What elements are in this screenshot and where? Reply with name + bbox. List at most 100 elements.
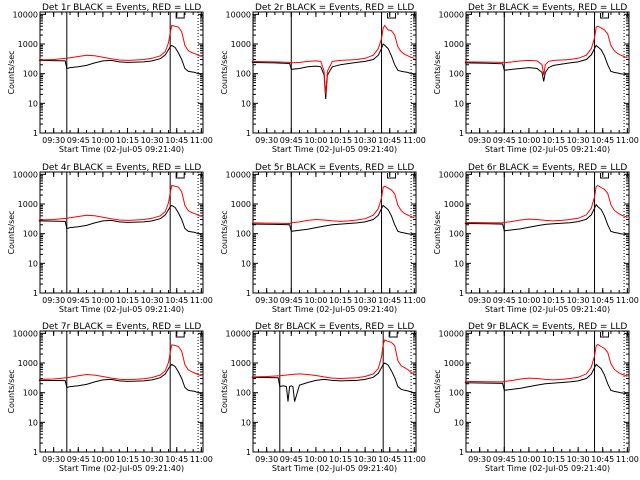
- x-tick-label: 10:30: [354, 136, 377, 145]
- y-tick-label: 1: [246, 448, 251, 457]
- y-tick-label: 1: [246, 129, 251, 138]
- x-axis-label: Start Time (02-Jul-05 09:21:40): [272, 464, 397, 473]
- x-tick-label: 09:45: [493, 296, 516, 305]
- y-tick-label: 10000: [13, 10, 38, 19]
- x-tick-label: 11:00: [190, 136, 213, 145]
- series-lld-line: [38, 344, 202, 381]
- panel-title: Det 1r BLACK = Events, RED = LLD: [42, 3, 201, 13]
- interval-bracket: [175, 13, 185, 19]
- x-tick-label: 10:30: [141, 296, 164, 305]
- x-tick-label: 09:45: [67, 296, 90, 305]
- series-events-line: [38, 363, 202, 394]
- x-tick-label: 10:45: [591, 136, 614, 145]
- plot-frame: [39, 171, 204, 294]
- panel-title: Det 3r BLACK = Events, RED = LLD: [468, 3, 627, 13]
- panel-title: Det 6r BLACK = Events, RED = LLD: [468, 163, 627, 173]
- y-tick-label: 1000: [231, 40, 251, 49]
- y-tick-label: 1: [33, 289, 38, 298]
- y-tick-label: 100: [236, 389, 251, 398]
- y-tick-label: 10: [454, 99, 464, 108]
- plot-frame: [252, 11, 417, 134]
- panel-det-5: Det 5r BLACK = Events, RED = LLD 1 10 100 10…: [220, 163, 426, 314]
- y-tick-label: 10: [241, 259, 251, 268]
- x-tick-label: 10:30: [567, 455, 590, 464]
- x-tick-label: 09:45: [280, 455, 303, 464]
- x-tick-label: 10:00: [91, 455, 114, 464]
- y-tick-label: 10000: [13, 329, 38, 338]
- x-axis-label: Start Time (02-Jul-05 09:21:40): [485, 305, 610, 314]
- series-events-line: [464, 363, 628, 395]
- series-events-line: [464, 44, 628, 82]
- interval-bracket: [387, 13, 397, 19]
- panel-title: Det 8r BLACK = Events, RED = LLD: [255, 322, 414, 332]
- x-tick-label: 11:00: [616, 455, 639, 464]
- y-axis-label: Counts/sec: [7, 50, 16, 94]
- x-tick-label: 10:15: [542, 455, 565, 464]
- x-tick-label: 10:15: [116, 136, 139, 145]
- interval-bracket: [175, 173, 185, 179]
- x-axis-label: Start Time (02-Jul-05 09:21:40): [59, 305, 184, 314]
- x-tick-label: 11:00: [190, 455, 213, 464]
- series-lld-line: [464, 184, 628, 224]
- plot-frame: [39, 11, 204, 134]
- series-events-line: [38, 44, 202, 75]
- x-axis-label: Start Time (02-Jul-05 09:21:40): [59, 145, 184, 154]
- y-tick-label: 10000: [226, 170, 251, 179]
- series-events-line: [38, 204, 202, 235]
- y-tick-label: 1000: [444, 200, 464, 209]
- panel-det-3: Det 3r BLACK = Events, RED = LLD 1 10 100 10…: [433, 3, 639, 154]
- series-events-line: [251, 362, 415, 402]
- x-tick-label: 10:45: [165, 296, 188, 305]
- series-events-line: [251, 204, 415, 236]
- panel-det-1: Det 1r BLACK = Events, RED = LLD 1 10 100 10…: [7, 3, 213, 154]
- series-lld-line: [251, 185, 415, 225]
- y-axis-label: Counts/sec: [220, 50, 229, 94]
- plot-frame: [252, 171, 417, 294]
- x-tick-label: 09:30: [468, 455, 491, 464]
- x-tick-label: 10:00: [304, 136, 327, 145]
- panel-det-7: Det 7r BLACK = Events, RED = LLD 1 10 100 10…: [7, 322, 213, 473]
- x-tick-label: 10:45: [165, 136, 188, 145]
- x-tick-label: 10:00: [304, 455, 327, 464]
- plot-frame: [252, 330, 417, 453]
- x-tick-label: 10:00: [517, 455, 540, 464]
- x-tick-label: 10:15: [116, 296, 139, 305]
- y-tick-label: 1000: [444, 359, 464, 368]
- x-tick-label: 09:45: [67, 455, 90, 464]
- x-tick-label: 10:30: [354, 455, 377, 464]
- x-tick-label: 10:00: [304, 296, 327, 305]
- y-tick-label: 1: [459, 448, 464, 457]
- x-tick-label: 09:30: [468, 296, 491, 305]
- y-tick-label: 1000: [18, 40, 38, 49]
- x-axis-label: Start Time (02-Jul-05 09:21:40): [272, 305, 397, 314]
- y-tick-label: 10: [241, 99, 251, 108]
- x-tick-label: 09:30: [42, 455, 65, 464]
- x-tick-label: 10:45: [378, 136, 401, 145]
- x-tick-label: 09:30: [255, 136, 278, 145]
- panel-title: Det 9r BLACK = Events, RED = LLD: [468, 322, 627, 332]
- y-tick-label: 1000: [231, 200, 251, 209]
- x-tick-label: 10:15: [542, 296, 565, 305]
- x-tick-label: 10:45: [378, 296, 401, 305]
- x-tick-label: 10:30: [567, 296, 590, 305]
- y-tick-label: 100: [23, 70, 38, 79]
- plot-frame: [465, 171, 630, 294]
- y-tick-label: 1: [33, 129, 38, 138]
- x-tick-label: 09:45: [280, 136, 303, 145]
- panel-title: Det 5r BLACK = Events, RED = LLD: [255, 163, 414, 173]
- y-tick-label: 10: [241, 418, 251, 427]
- panel-title: Det 4r BLACK = Events, RED = LLD: [42, 163, 201, 173]
- x-tick-label: 09:45: [493, 455, 516, 464]
- x-tick-label: 09:45: [280, 296, 303, 305]
- y-tick-label: 100: [449, 389, 464, 398]
- series-lld-line: [38, 24, 202, 61]
- y-tick-label: 10000: [226, 10, 251, 19]
- x-axis-label: Start Time (02-Jul-05 09:21:40): [485, 145, 610, 154]
- x-tick-label: 11:00: [403, 136, 426, 145]
- x-tick-label: 10:30: [567, 136, 590, 145]
- y-tick-label: 1: [459, 289, 464, 298]
- y-tick-label: 10: [28, 418, 38, 427]
- x-tick-label: 10:00: [91, 136, 114, 145]
- panel-det-8: Det 8r BLACK = Events, RED = LLD 1 10 100 10…: [220, 322, 426, 473]
